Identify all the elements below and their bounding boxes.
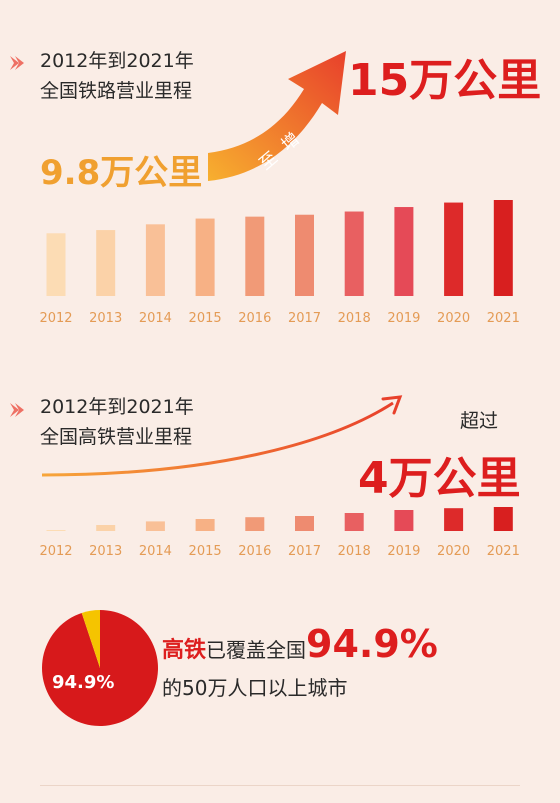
- railway-tick-label-2015: 2015: [189, 311, 222, 326]
- hsr-bar-2015: [195, 519, 215, 531]
- railway-tick-label-2021: 2021: [487, 311, 520, 326]
- railway-tick-label-2014: 2014: [139, 311, 172, 326]
- hsr-tick-label-2016: 2016: [238, 544, 271, 559]
- pie-slice-uncovered: [81, 610, 100, 668]
- hsr-tick-label-2018: 2018: [338, 544, 371, 559]
- railway-bar-2018: [344, 211, 364, 296]
- section2-note: 超过: [460, 410, 499, 432]
- section2-title-line2: 全国高铁营业里程: [40, 426, 193, 448]
- growth-curve-arrow: [41, 395, 403, 477]
- hsr-tick-label-2019: 2019: [387, 544, 420, 559]
- railway-tick-label-2020: 2020: [437, 311, 470, 326]
- coverage-line2: 的50万人口以上城市: [162, 676, 348, 700]
- hsr-tick-label-2015: 2015: [189, 544, 222, 559]
- hsr-bar-2017: [295, 516, 314, 531]
- pie-slice-covered: [41, 610, 158, 726]
- coverage-pie-chart: [41, 610, 158, 726]
- railway-tick-label-2018: 2018: [338, 311, 371, 326]
- railway-bar-chart: 2012 2013 2014 2015 2016 2017 2018 2019 2020 2021: [39, 200, 520, 326]
- section2-title-line1: 2012年到2021年: [40, 396, 194, 418]
- railway-bar-2019: [394, 207, 414, 296]
- hsr-bar-2016: [245, 517, 265, 531]
- section1-end-value: 15万公里: [348, 55, 542, 106]
- section1-start-value: 9.8万公里: [40, 153, 203, 193]
- coverage-middle: 已覆盖全国: [206, 638, 307, 662]
- railway-tick-label-2017: 2017: [288, 311, 321, 326]
- hsr-tick-label-2020: 2020: [437, 544, 470, 559]
- hsr-bar-2018: [344, 513, 364, 531]
- hsr-tick-label-2013: 2013: [89, 544, 122, 559]
- chevron-right-icon: [10, 56, 24, 70]
- section1-title-line2: 全国铁路营业里程: [40, 80, 193, 102]
- railway-tick-label-2012: 2012: [39, 311, 72, 326]
- hsr-bar-2021: [493, 507, 513, 531]
- hsr-bar-2013: [96, 525, 116, 531]
- hsr-tick-label-2017: 2017: [288, 544, 321, 559]
- coverage-text: 高铁已覆盖全国94.9%: [162, 622, 438, 666]
- railway-bar-2012: [46, 233, 66, 296]
- chevron-right-icon: [10, 403, 24, 417]
- section2-end-value: 4万公里: [358, 453, 521, 504]
- growth-arrow: 增 至: [208, 51, 346, 181]
- hsr-tick-label-2014: 2014: [139, 544, 172, 559]
- section1-title-line1: 2012年到2021年: [40, 50, 194, 72]
- coverage-percent: 94.9%: [306, 622, 438, 666]
- railway-tick-label-2013: 2013: [89, 311, 122, 326]
- hsr-bar-2014: [145, 521, 165, 531]
- railway-tick-label-2016: 2016: [238, 311, 271, 326]
- high-speed-rail-bar-chart: 2012 2013 2014 2015 2016 2017 2018 2019 2020 2021: [39, 507, 520, 559]
- railway-bar-2021: [493, 200, 513, 296]
- hsr-bar-2019: [394, 510, 414, 531]
- pie-label: 94.9%: [52, 672, 115, 693]
- railway-bar-2017: [295, 214, 314, 296]
- railway-bar-2014: [145, 224, 165, 296]
- railway-bar-2016: [245, 216, 265, 296]
- railway-bar-2020: [444, 202, 464, 296]
- railway-bar-2013: [96, 230, 116, 296]
- hsr-tick-label-2021: 2021: [487, 544, 520, 559]
- coverage-highlight: 高铁: [162, 638, 207, 663]
- hsr-bar-2012: [46, 530, 66, 531]
- railway-bar-2015: [195, 218, 215, 296]
- divider: [40, 785, 520, 786]
- railway-tick-label-2019: 2019: [387, 311, 420, 326]
- hsr-bar-2020: [444, 508, 464, 531]
- hsr-tick-label-2012: 2012: [39, 544, 72, 559]
